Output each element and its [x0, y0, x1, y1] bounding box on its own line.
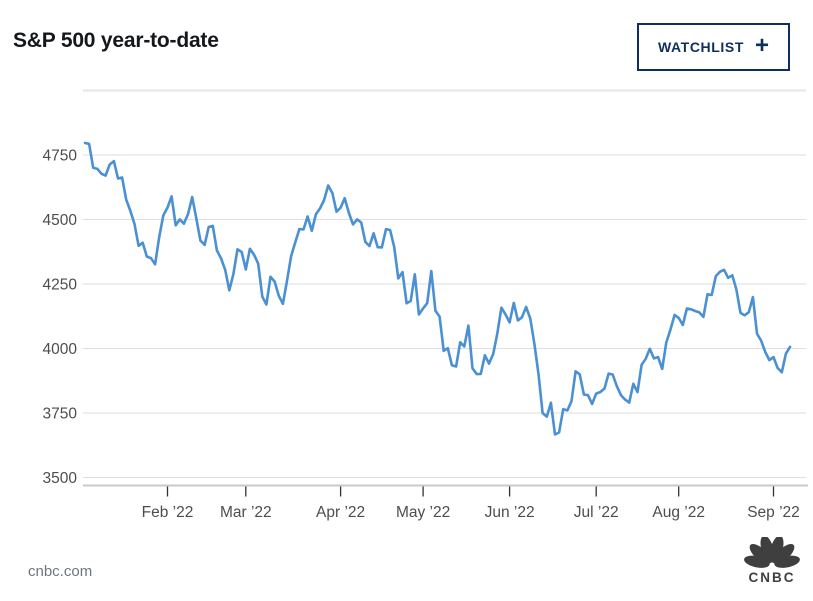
source-attribution: cnbc.com	[28, 563, 93, 580]
y-axis-label: 3500	[43, 470, 78, 487]
x-axis-label: Mar ’22	[220, 504, 272, 521]
x-axis-label: May ’22	[396, 504, 450, 521]
y-axis-label: 4750	[43, 148, 78, 165]
watchlist-button[interactable]: WATCHLIST +	[637, 23, 790, 71]
x-axis-label: Feb ’22	[142, 504, 194, 521]
x-axis-label: Jun ’22	[485, 504, 535, 521]
cnbc-logo: CNBC	[744, 537, 800, 585]
y-axis-label: 4250	[43, 277, 78, 294]
cnbc-logo-text: CNBC	[749, 570, 796, 585]
y-axis-label: 4000	[43, 341, 78, 358]
y-axis-label: 3750	[43, 406, 78, 423]
peacock-icon	[744, 537, 800, 568]
x-axis-label: Sep ’22	[747, 504, 800, 521]
y-axis-label: 4500	[43, 212, 78, 229]
plus-icon: +	[755, 32, 770, 59]
x-axis-label: Apr ’22	[316, 504, 365, 521]
watchlist-button-label: WATCHLIST	[657, 39, 744, 55]
x-axis-label: Aug ’22	[652, 504, 705, 521]
page-title: S&P 500 year-to-date	[13, 29, 219, 52]
x-axis-label: Jul ’22	[574, 504, 619, 521]
sp500-series-line	[83, 141, 792, 436]
